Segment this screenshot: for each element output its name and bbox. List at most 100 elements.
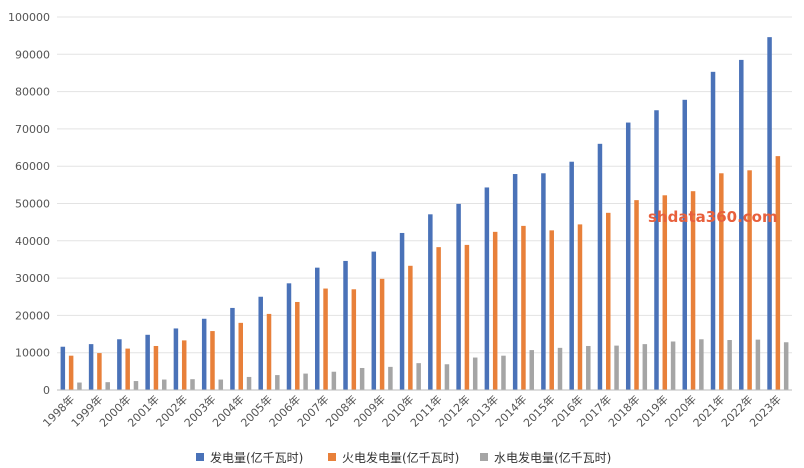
- bar-series-2-2012年: [464, 244, 470, 390]
- bar-series-2-2017年: [606, 212, 611, 390]
- bar-series-3-2019年: [670, 341, 676, 390]
- bar-series-2-2016年: [577, 224, 583, 390]
- legend-swatch-2: [328, 453, 336, 461]
- bar-series-2-2023年: [775, 156, 781, 390]
- legend-label-1: 发电量(亿千瓦时): [210, 450, 303, 465]
- bar-series-1-2014年: [512, 174, 518, 390]
- bar-series-1-2016年: [569, 161, 574, 390]
- bar-series-1-2012年: [456, 203, 461, 390]
- bar-series-3-2006年: [303, 373, 308, 390]
- legend-swatch-3: [480, 453, 488, 461]
- bar-series-2-2004年: [238, 322, 243, 390]
- bar-series-1-2018年: [625, 122, 631, 391]
- y-tick-label: 0: [43, 384, 50, 397]
- bar-series-3-2010年: [416, 363, 421, 390]
- bar-series-2-2009年: [379, 278, 385, 390]
- bar-series-2-2001年: [153, 345, 159, 390]
- bar-series-2-1998年: [68, 355, 74, 390]
- bar-series-3-2013年: [501, 355, 506, 390]
- y-tick-label: 100000: [8, 11, 50, 24]
- bar-series-1-2005年: [258, 296, 263, 390]
- bar-series-3-2018年: [642, 344, 648, 390]
- bar-series-3-2023年: [783, 342, 789, 390]
- bar-series-1-2022年: [739, 59, 744, 391]
- bar-series-3-1999年: [105, 382, 110, 390]
- legend: 发电量(亿千瓦时) 火电发电量(亿千瓦时) 水电发电量(亿千瓦时): [196, 450, 611, 465]
- bar-series-1-2020年: [682, 99, 688, 390]
- bar-series-1-2019年: [654, 110, 659, 390]
- bar-series-3-2012年: [472, 357, 478, 390]
- bar-series-1-2017年: [597, 143, 603, 390]
- y-tick-label: 60000: [15, 160, 50, 173]
- bar-series-1-2006年: [286, 283, 292, 390]
- bar-series-1-1999年: [88, 344, 94, 390]
- y-tick-label: 70000: [15, 123, 50, 136]
- bar-series-3-2002年: [190, 379, 195, 390]
- bar-series-1-2021年: [710, 71, 716, 391]
- bar-series-1-2002年: [173, 328, 179, 390]
- bar-series-3-2022年: [755, 339, 761, 390]
- bar-series-1-2009年: [371, 251, 377, 390]
- bar-series-2-2008年: [351, 289, 357, 390]
- bar-series-2-2011年: [436, 247, 441, 390]
- bar-series-3-2000年: [133, 381, 139, 390]
- bar-series-3-2003年: [218, 379, 224, 390]
- bar-series-3-2011年: [444, 364, 450, 390]
- bar-series-2-2020年: [690, 191, 696, 390]
- bar-series-3-2014年: [529, 350, 534, 390]
- bar-series-2-2000年: [125, 348, 130, 390]
- bar-series-2-2013年: [492, 231, 498, 390]
- bar-series-2-2010年: [408, 265, 413, 390]
- bar-series-3-2020年: [699, 339, 704, 390]
- x-axis: 1998年1999年2000年2001年2002年2003年2004年2005年…: [40, 392, 784, 429]
- bar-series-2-2005年: [266, 313, 272, 390]
- bar-series-1-1998年: [60, 346, 66, 390]
- legend-label-2: 火电发电量(亿千瓦时): [342, 450, 459, 465]
- bar-series-3-2001年: [161, 379, 167, 390]
- y-tick-label: 20000: [15, 309, 50, 322]
- bar-series-2-2006年: [295, 301, 300, 390]
- bar-series-2-2019年: [662, 195, 668, 390]
- bar-series-2-2015年: [549, 230, 554, 390]
- bar-series-3-2017年: [614, 345, 619, 390]
- bar-series-1-2007年: [315, 267, 320, 390]
- bar-series-1-2015年: [541, 173, 546, 390]
- y-axis: 0 10000 20000 30000 40000 50000 60000 70000 8000…: [8, 11, 50, 397]
- bars: [60, 37, 789, 391]
- bar-series-1-2023年: [767, 37, 772, 390]
- bar-series-1-2010年: [399, 232, 405, 390]
- bar-series-1-2003年: [201, 318, 207, 390]
- bar-series-1-2013年: [484, 187, 490, 390]
- bar-series-1-2000年: [117, 339, 122, 390]
- bar-series-1-2008年: [343, 260, 348, 390]
- bar-series-2-1999年: [97, 353, 102, 390]
- bar-series-3-1998年: [77, 382, 82, 390]
- y-tick-label: 50000: [15, 198, 50, 211]
- watermark: shdata360.com: [648, 208, 778, 226]
- bar-series-3-2008年: [359, 367, 365, 390]
- bar-series-1-2004年: [230, 307, 235, 390]
- y-tick-label: 10000: [15, 347, 50, 360]
- legend-label-3: 水电发电量(亿千瓦时): [494, 450, 611, 465]
- bar-series-2-2021年: [719, 173, 724, 390]
- bar-series-2-2007年: [323, 288, 328, 390]
- y-tick-label: 90000: [15, 48, 50, 61]
- legend-swatch-1: [196, 453, 204, 461]
- bar-series-3-2021年: [727, 340, 732, 390]
- x-tick-label: 2023年: [747, 392, 784, 429]
- y-tick-label: 30000: [15, 272, 50, 285]
- bar-series-2-2018年: [634, 200, 639, 390]
- bar-series-3-2005年: [275, 375, 280, 390]
- bar-series-3-2016年: [586, 345, 591, 390]
- bar-series-3-2004年: [246, 376, 252, 390]
- grid-lines: [57, 16, 792, 354]
- y-tick-label: 80000: [15, 86, 50, 99]
- bar-series-2-2003年: [210, 331, 215, 390]
- bar-series-3-2015年: [557, 347, 563, 390]
- bar-series-1-2001年: [145, 334, 150, 390]
- bar-series-2-2022年: [747, 170, 752, 390]
- bar-series-2-2002年: [181, 340, 187, 390]
- y-tick-label: 40000: [15, 235, 50, 248]
- bar-series-1-2011年: [428, 214, 433, 390]
